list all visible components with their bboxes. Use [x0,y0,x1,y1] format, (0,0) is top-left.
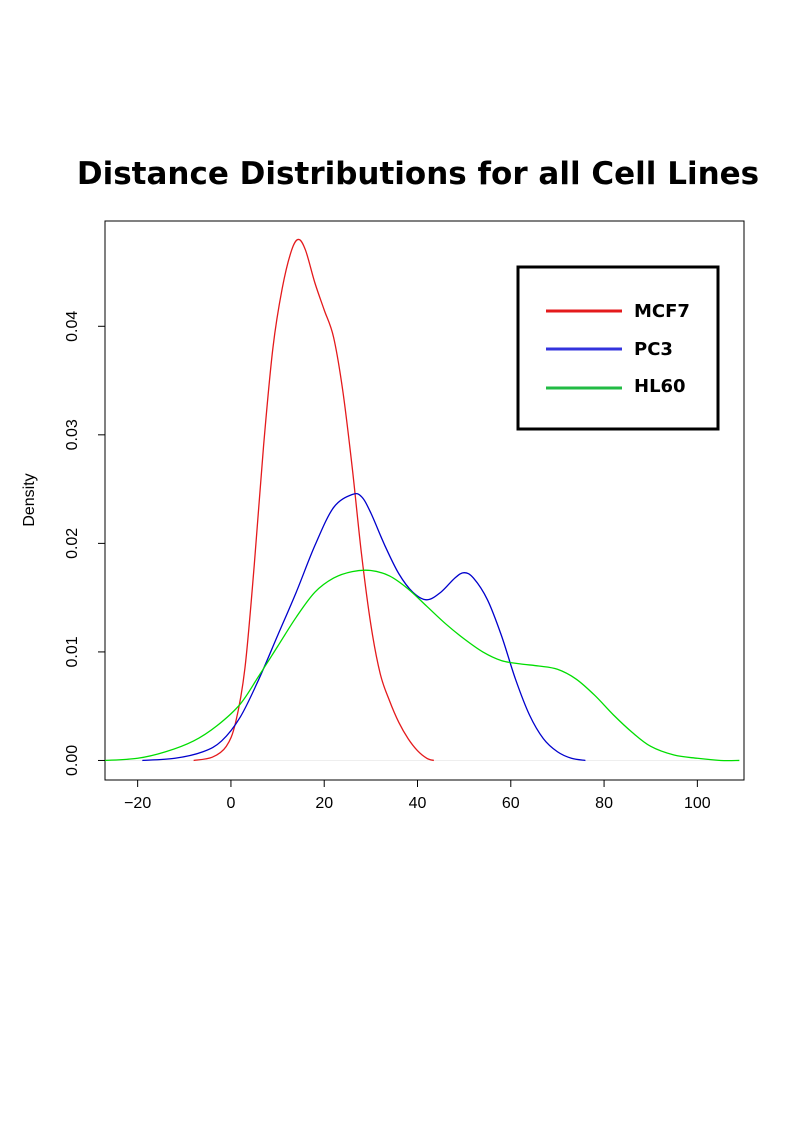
x-axis: −20 0 20 40 60 80 100 [124,779,711,812]
series-line-mcf7 [193,238,435,762]
series-line-hl60 [104,569,740,762]
y-axis: 0.00 0.01 0.02 0.03 0.04 [64,311,106,776]
x-tick-label: 80 [595,795,613,812]
y-tick-label: 0.01 [64,636,81,667]
series-layer [104,238,740,762]
x-tick-label: 20 [315,795,333,812]
legend-label-pc3: PC3 [634,339,673,360]
x-tick-label: −20 [124,795,151,812]
legend-label-mcf7: MCF7 [634,301,690,322]
y-tick-label: 0.00 [64,745,81,776]
y-tick-label: 0.04 [64,311,81,342]
x-tick-label: 0 [226,795,235,812]
y-axis-label: Density [21,473,38,526]
series-line-pc3 [142,492,586,762]
chart-title: Distance Distributions for all Cell Line… [77,156,759,192]
legend: MCF7 PC3 HL60 [516,265,720,431]
x-tick-label: 40 [409,795,427,812]
y-tick-label: 0.03 [64,419,81,450]
x-tick-label: 60 [502,795,520,812]
y-tick-label: 0.02 [64,528,81,559]
x-tick-label: 100 [684,795,711,812]
legend-label-hl60: HL60 [634,376,686,397]
